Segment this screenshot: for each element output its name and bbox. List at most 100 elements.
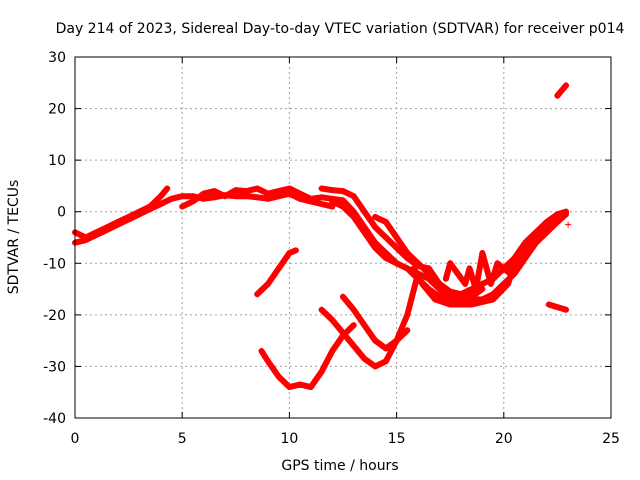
data-point: [562, 306, 569, 313]
data-point: [232, 187, 239, 194]
data-point: [286, 249, 293, 256]
data-point: [462, 280, 469, 287]
x-tick-label: 0: [71, 431, 80, 447]
data-point: [350, 322, 357, 329]
data-point: [275, 265, 282, 272]
series-arc-bottom-right: [545, 301, 569, 313]
data-point: [558, 87, 565, 94]
data-point: [329, 347, 336, 354]
data-point: [393, 234, 400, 241]
data-point: [264, 358, 271, 365]
y-tick-label: 0: [57, 205, 66, 221]
data-point: [211, 188, 218, 195]
data-point: [307, 384, 314, 391]
data-point: [254, 194, 261, 201]
y-axis-title: SDTVAR / TECUs: [6, 180, 22, 295]
y-tick-label: -10: [43, 256, 66, 272]
y-tick-label: -30: [43, 359, 66, 375]
data-point: [264, 280, 271, 287]
data-point: [297, 381, 304, 388]
data-point: [487, 280, 494, 287]
series-trace: [258, 322, 357, 391]
data-point: [517, 249, 524, 256]
data-point: [264, 190, 271, 197]
y-tick-label: 30: [48, 50, 66, 66]
data-point: [543, 229, 550, 236]
data-point: [258, 347, 265, 354]
data-point: [179, 203, 186, 210]
data-point: [543, 221, 550, 228]
data-point: [415, 260, 422, 267]
data-point: [436, 280, 443, 287]
data-point: [404, 265, 411, 272]
data-point: [522, 255, 529, 262]
data-point: [410, 265, 417, 272]
data-point: [286, 185, 293, 192]
data-point: [361, 229, 368, 236]
data-point: [511, 255, 518, 262]
data-point: [350, 342, 357, 349]
data-point: [490, 291, 497, 298]
series-arc-main-b: [72, 190, 336, 246]
chart-title: Day 214 of 2023, Sidereal Day-to-day VTE…: [56, 21, 625, 37]
data-point: [479, 249, 486, 256]
data-point: [361, 322, 368, 329]
data-point: [382, 345, 389, 352]
data-point: [340, 203, 346, 210]
y-tick-label: -20: [43, 308, 66, 324]
data-point: [350, 193, 357, 200]
data-point: [136, 211, 143, 218]
data-point: [562, 82, 569, 89]
data-point: [393, 337, 400, 344]
data-point: [372, 244, 379, 251]
data-point: [507, 270, 514, 277]
data-point: [329, 198, 336, 205]
data-point: [361, 355, 368, 362]
data-point: [372, 213, 379, 220]
data-point: [292, 247, 299, 254]
data-point: [468, 301, 475, 308]
data-point: [415, 270, 422, 277]
data-point: [522, 244, 529, 251]
data-point: [479, 280, 486, 287]
data-point: [562, 211, 569, 218]
data-point: [147, 206, 154, 213]
data-point: [340, 293, 346, 300]
data-point: [382, 219, 389, 226]
data-point: [466, 265, 473, 272]
data-point: [404, 327, 411, 334]
series-arc-isolated: [565, 221, 572, 228]
data-point: [419, 280, 426, 287]
data-point: [157, 200, 164, 207]
data-point: [393, 260, 400, 267]
data-point: [297, 190, 304, 197]
data-point: [382, 255, 389, 262]
data-point: [532, 231, 539, 238]
data-point: [168, 195, 175, 202]
data-point: [432, 296, 439, 303]
data-point: [179, 193, 186, 200]
data-point: [254, 185, 261, 192]
data-point: [243, 188, 250, 195]
x-tick-label: 25: [602, 431, 620, 447]
data-point: [565, 221, 572, 228]
data-point: [329, 317, 336, 324]
data-point: [93, 231, 100, 238]
data-point: [164, 185, 171, 192]
data-point: [442, 275, 449, 282]
x-axis-title: GPS time / hours: [281, 458, 398, 474]
x-tick-label: 5: [178, 431, 187, 447]
data-point: [350, 213, 357, 220]
data-point: [500, 280, 507, 287]
data-point: [125, 216, 132, 223]
data-point: [372, 363, 379, 370]
series-arc-deep-c: [340, 293, 411, 352]
y-tick-label: 20: [48, 102, 66, 118]
data-point: [200, 190, 207, 197]
series-arc-short: [254, 247, 299, 298]
data-point: [425, 265, 432, 272]
data-point: [545, 301, 552, 308]
data-point: [382, 358, 389, 365]
plot-frame: [74, 56, 612, 419]
y-tick-label: -40: [43, 411, 66, 427]
